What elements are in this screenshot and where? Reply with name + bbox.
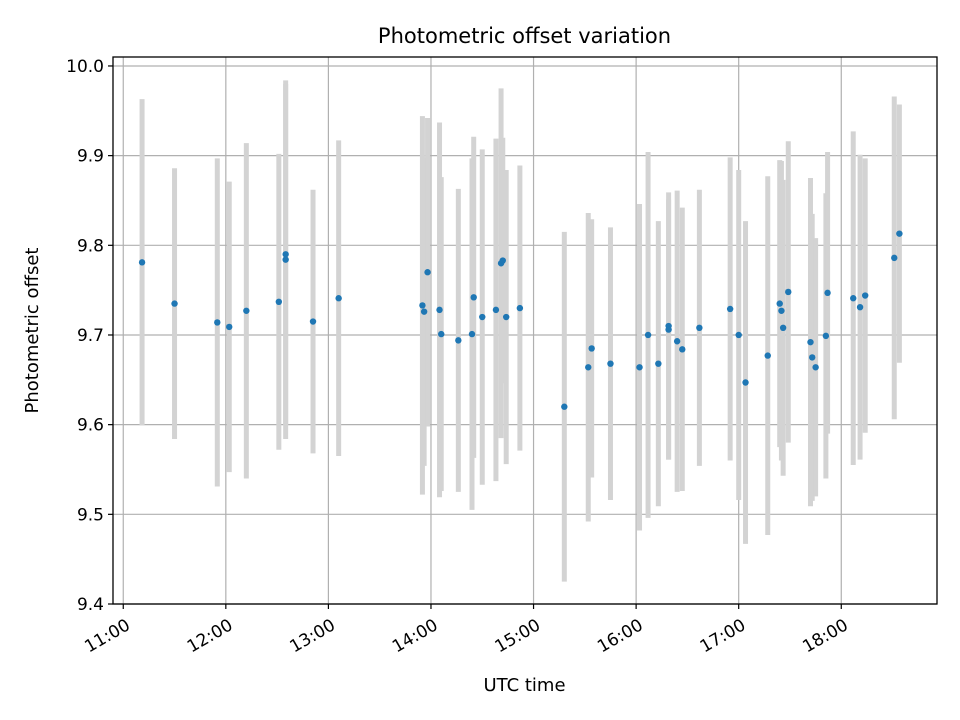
data-point [779, 324, 787, 332]
data-point [335, 295, 342, 302]
y-axis-ticks: 9.4 9.5 9.6 9.7 9.8 9.9 10.0 [66, 57, 113, 615]
data-point [420, 308, 428, 315]
data-point [891, 254, 898, 262]
data-point [764, 352, 771, 359]
data-point [785, 288, 792, 296]
data-point [822, 332, 830, 340]
y-axis-label: Photometric offset [22, 248, 43, 414]
data-point [735, 331, 742, 339]
x-axis-label: UTC time [483, 675, 565, 696]
data-point [665, 326, 672, 333]
data-point [171, 300, 178, 307]
y-tick-label: 9.8 [77, 236, 104, 256]
data-point [424, 269, 431, 276]
data-point [679, 346, 686, 353]
data-point [419, 302, 426, 309]
data-point [588, 345, 595, 352]
data-point [275, 298, 283, 306]
data-point [726, 305, 734, 313]
data-point [636, 364, 643, 371]
data-point [607, 360, 614, 367]
data-point [516, 304, 524, 312]
data-point [438, 330, 445, 338]
chart-title: Photometric offset variation [378, 24, 671, 48]
data-point [502, 313, 510, 321]
plot-area-frame [112, 56, 938, 605]
y-tick-label: 9.9 [77, 147, 104, 167]
data-point [812, 364, 819, 371]
data-point [856, 303, 864, 311]
data-point [455, 337, 462, 344]
data-point [470, 294, 477, 301]
y-tick-label: 9.4 [77, 595, 104, 615]
data-point [776, 300, 783, 307]
data-point [673, 338, 681, 345]
data-point [824, 289, 831, 297]
data-point [499, 257, 506, 264]
data-point [436, 306, 443, 314]
data-point [282, 256, 289, 263]
data-point [282, 251, 289, 258]
y-tick-label: 9.6 [77, 416, 104, 436]
data-point [655, 360, 662, 367]
data-point [479, 313, 486, 321]
data-points [138, 230, 903, 410]
data-point [778, 307, 785, 314]
data-point [696, 324, 703, 332]
data-point [896, 230, 903, 237]
data-point [809, 354, 816, 361]
data-point [214, 319, 221, 326]
y-tick-label: 10.0 [66, 57, 104, 77]
y-tick-label: 9.7 [77, 326, 104, 346]
y-tick-label: 9.5 [77, 505, 104, 525]
data-point [850, 295, 857, 302]
data-point [807, 338, 814, 346]
data-point [243, 307, 250, 314]
data-point [226, 323, 233, 331]
data-point [861, 292, 869, 299]
data-point [468, 330, 476, 338]
data-point [561, 403, 568, 410]
data-point [138, 259, 146, 266]
data-point [742, 379, 749, 386]
data-point [309, 318, 317, 325]
data-point [492, 306, 500, 314]
data-point [585, 364, 592, 371]
data-point [644, 331, 652, 339]
